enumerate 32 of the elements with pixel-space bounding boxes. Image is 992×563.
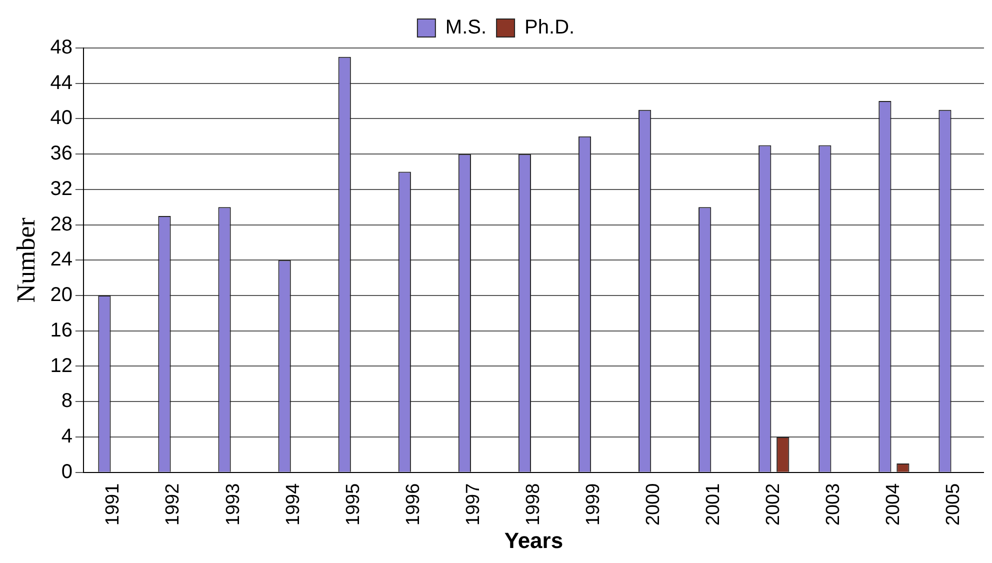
y-tick-label: 12 xyxy=(50,354,72,377)
x-tick-label: 2005 xyxy=(943,483,964,526)
x-tick-label: 1992 xyxy=(162,483,184,526)
x-tick-label: 1991 xyxy=(102,483,124,526)
x-tick-label: 1996 xyxy=(402,483,424,526)
x-tick-label: 1995 xyxy=(342,483,364,526)
legend-label: Ph.D. xyxy=(524,16,575,39)
x-tick-label: 1997 xyxy=(462,483,484,526)
legend-label: M.S. xyxy=(445,16,487,39)
y-tick-label: 32 xyxy=(50,178,72,200)
x-tick-label: 1998 xyxy=(522,483,544,526)
y-tick-label: 44 xyxy=(50,72,72,94)
y-tick-label: 48 xyxy=(50,36,72,59)
y-tick-label: 24 xyxy=(50,248,72,271)
x-tick-label: 1994 xyxy=(282,482,304,526)
y-tick-label: 0 xyxy=(61,460,72,483)
y-tick-label: 8 xyxy=(61,390,72,412)
x-tick-label: 2000 xyxy=(643,483,664,526)
y-tick-label: 16 xyxy=(50,319,72,342)
y-tick-label: 20 xyxy=(50,284,72,306)
x-tick-label: 2001 xyxy=(703,483,724,526)
x-tick-label: 2002 xyxy=(763,483,784,526)
x-axis-title: Years xyxy=(504,528,564,553)
x-tick-label: 1993 xyxy=(222,483,244,526)
x-tick-label: 1999 xyxy=(582,483,604,526)
y-tick-label: 28 xyxy=(50,213,72,236)
x-tick-label: 2003 xyxy=(823,483,844,526)
y-tick-label: 4 xyxy=(61,425,72,448)
y-axis-title: Number xyxy=(11,217,40,303)
y-tick-label: 40 xyxy=(50,107,72,130)
y-tick-label: 36 xyxy=(50,142,72,165)
x-tick-label: 2004 xyxy=(883,482,904,526)
